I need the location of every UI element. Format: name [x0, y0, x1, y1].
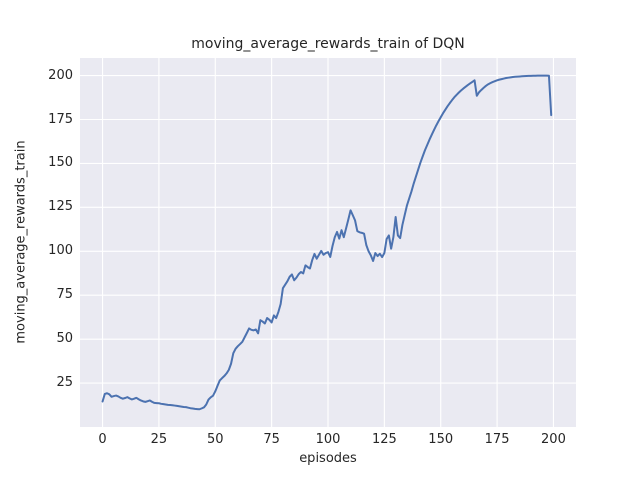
x-tick-label: 0: [98, 432, 107, 447]
y-tick-label: 200: [48, 67, 73, 83]
x-tick-label: 200: [541, 432, 566, 447]
x-tick-label: 50: [206, 432, 224, 447]
x-tick-label: 25: [150, 432, 168, 447]
y-tick-label: 125: [48, 199, 73, 215]
y-tick-label: 25: [56, 375, 73, 391]
x-tick-label: 150: [428, 432, 454, 447]
y-tick-label: 150: [48, 155, 73, 171]
plot-area: [80, 58, 576, 427]
chart-title: moving_average_rewards_train of DQN: [191, 36, 465, 52]
y-tick-label: 100: [48, 243, 73, 259]
y-tick-label: 75: [56, 287, 73, 303]
x-tick-label: 125: [371, 432, 397, 447]
x-tick-label: 75: [263, 432, 280, 447]
y-tick-label: 50: [56, 331, 73, 347]
y-axis-label: moving_average_rewards_train: [13, 140, 29, 344]
y-tick-label: 175: [48, 111, 73, 127]
reward-line: [101, 74, 553, 411]
x-tick-label: 175: [484, 432, 510, 447]
x-axis-label: episodes: [299, 451, 357, 466]
x-tick-label: 100: [315, 432, 341, 447]
